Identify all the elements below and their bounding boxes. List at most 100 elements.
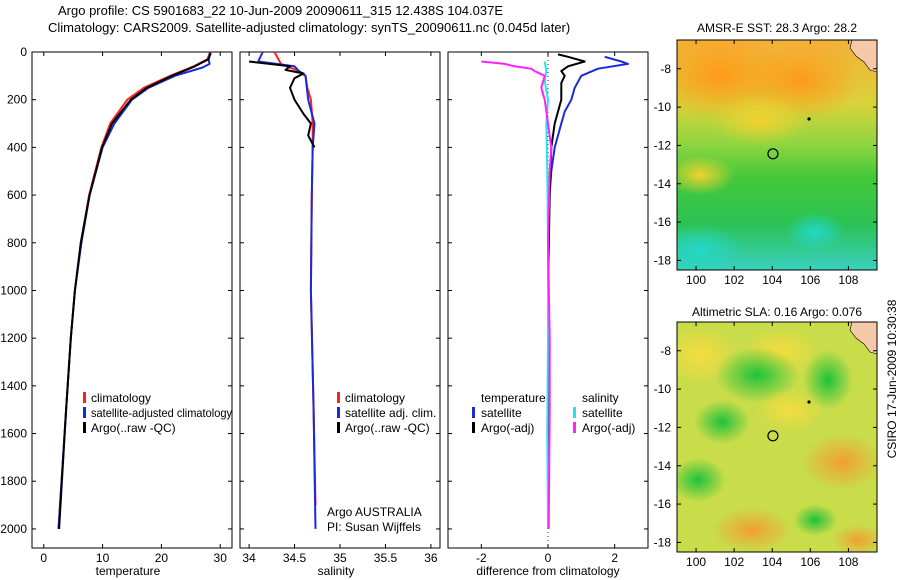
map-x-tick-label: 102 [724,273,744,287]
map-x-tick-label: 108 [838,555,858,569]
sla-map-panel: Altimetric SLA: 0.16 Argo: 0.076 100 102 1… [654,305,878,569]
figure-title-line2: Climatology: CARS2009. Satellite-adjuste… [48,20,571,35]
sla-map-title: Altimetric SLA: 0.16 Argo: 0.076 [692,305,862,319]
sla-orange-patch [833,525,877,552]
map-y-tick-label: -14 [654,177,672,191]
sst-yellow-patch [710,95,810,145]
map-y-tick-label: -18 [654,535,672,549]
y-tick-label: 1000 [0,283,27,297]
y-tick-label: 1600 [0,427,27,441]
sla-orange-patch [712,508,792,552]
legend-swatch-sal-argo [573,422,576,433]
x-tick-label: -2 [476,551,487,565]
legend-swatch-satellite [83,407,86,418]
map-x-tick-label: 106 [800,273,820,287]
sla-map-axes: 100 102 104 106 108 -8 -10 -12 -14 -16 -18 [654,322,877,569]
sst-map-title: AMSR-E SST: 28.3 Argo: 28.2 [697,21,857,35]
map-y-tick-label: -12 [654,138,672,152]
legend-label-temp-argo: Argo(-adj) [481,421,534,435]
map-y-tick-label: -16 [654,215,672,229]
sla-green-patch [694,400,750,444]
x-tick-label: 20 [155,551,169,565]
sst-cyan-patch [785,212,845,252]
y-tick-label: 1800 [0,474,27,488]
salinity-xlabel: salinity [318,564,355,578]
salinity-legend: climatology satellite adj. clim. Argo(..… [337,391,436,435]
map-y-tick-label: -8 [660,62,671,76]
argo-position-marker [767,430,779,442]
map-x-tick-label: 102 [724,555,744,569]
difference-legend-salinity: salinity satellite Argo(-adj) [573,391,635,435]
x-tick-label: 34.5 [283,551,307,565]
map-y-tick-label: -10 [654,382,672,396]
x-tick-label: 35.5 [374,551,398,565]
sst-cyan-patch [677,225,745,270]
temperature-axes-frame [31,51,233,549]
sst-island [807,117,811,121]
sla-map-frame [676,321,878,553]
float-institution: Argo AUSTRALIA [327,505,422,519]
x-tick-label: 36 [424,551,438,565]
temperature-xlabel: temperature [96,564,161,578]
argo-position-marker [767,148,779,160]
sst-map-frame [676,39,878,271]
x-tick-label: 35 [333,551,347,565]
legend-header-salinity: salinity [582,391,619,405]
sla-green-patch [793,504,837,536]
temperature-panel: 0 10 20 30 0 200 400 600 800 1000 1200 1400 1600 1800… [0,45,233,578]
x-tick-label: 2 [611,551,618,565]
legend-swatch-temp-satellite [472,407,475,418]
sst-field [677,40,877,270]
temperature-axes: 0 10 20 30 0 200 400 600 800 1000 1200 1400 1600 1800… [0,45,232,565]
figure-title-line1: Argo profile: CS 5901683_22 10-Jun-2009 … [58,3,504,18]
map-x-tick-label: 100 [686,555,706,569]
series-line-argo-raw-qc [248,60,316,148]
legend-swatch-satellite [337,407,340,418]
x-tick-label: 30 [214,551,228,565]
map-x-tick-label: 100 [686,273,706,287]
temperature-legend: climatology satellite-adjusted climatolo… [83,391,232,435]
legend-label-argo: Argo(..raw -QC) [91,421,176,435]
legend-label-temp-satellite: satellite [481,406,522,420]
x-tick-label: 0 [545,551,552,565]
y-tick-label: 1400 [0,379,27,393]
legend-label-climatology: climatology [91,391,151,405]
sla-yellow-patch [755,388,825,432]
series-line-salinity-argo-adj [481,60,553,529]
salinity-axes-frame [239,51,441,549]
legend-swatch-temp-argo [472,422,475,433]
sla-field [677,322,877,552]
legend-swatch-argo [337,422,340,433]
y-tick-label: 200 [7,93,27,107]
map-y-tick-label: -18 [654,253,672,267]
x-tick-label: 34 [242,551,256,565]
legend-label-climatology: climatology [345,391,405,405]
legend-swatch-climatology [337,392,340,403]
map-y-tick-label: -8 [660,344,671,358]
map-y-tick-label: -16 [654,497,672,511]
sla-green-patch [677,458,726,502]
sla-island [807,400,811,404]
legend-label-argo: Argo(..raw -QC) [345,421,430,435]
legend-swatch-sal-satellite [573,407,576,418]
sla-orange-patch [802,434,877,490]
sst-yellow-patch [677,155,735,195]
map-x-tick-label: 104 [762,555,782,569]
y-tick-label: 800 [7,236,27,250]
legend-label-satellite: satellite adj. clim. [345,406,436,420]
legend-label-satellite: satellite-adjusted climatology [91,406,232,420]
salinity-panel: 34 34.5 35 35.5 36 salinity climatology sate… [239,51,441,578]
map-x-tick-label: 108 [838,273,858,287]
salinity-axes: 34 34.5 35 35.5 36 [240,51,440,565]
y-tick-label: 600 [7,188,27,202]
difference-legend-temperature: temperature satellite Argo(-adj) [472,391,546,435]
map-y-tick-label: -10 [654,100,672,114]
map-x-tick-label: 104 [762,273,782,287]
sla-coastline [849,322,877,355]
map-x-tick-label: 106 [800,555,820,569]
legend-swatch-climatology [83,392,86,403]
sst-map-axes: 100 102 104 106 108 -8 -10 -12 -14 -16 -18 [654,40,877,287]
legend-swatch-argo [83,422,86,433]
difference-xlabel: difference from climatology [476,564,619,578]
